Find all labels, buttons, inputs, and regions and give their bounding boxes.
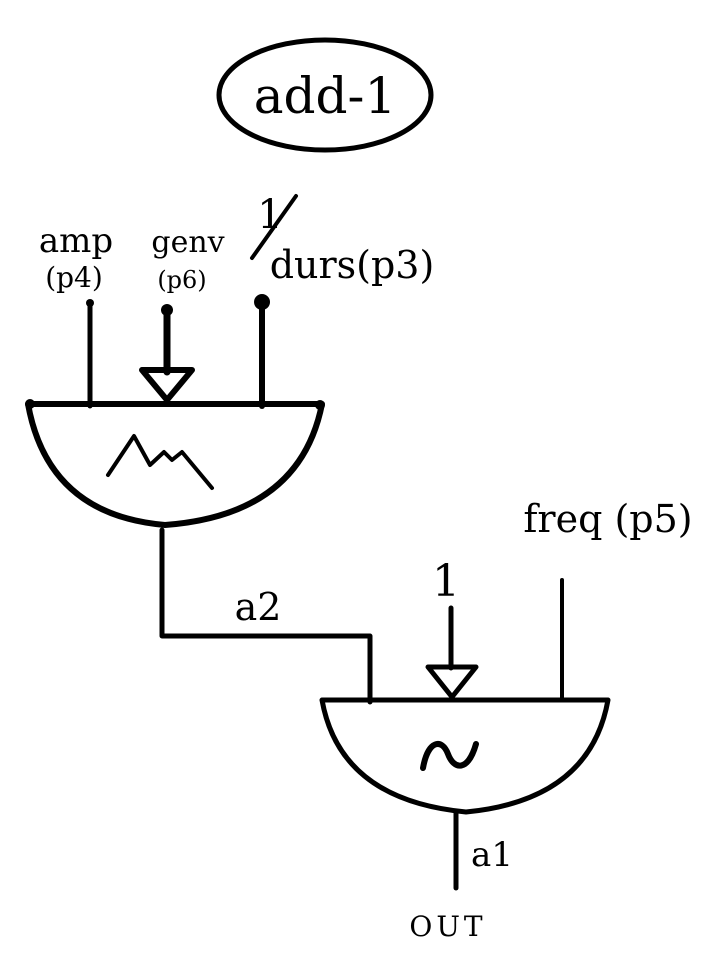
oscillator-unit-body	[319, 697, 611, 815]
output-label: OUT	[409, 910, 486, 943]
freq-label: freq (p5)	[523, 497, 692, 541]
amp-label: amp (p4)	[39, 221, 113, 294]
genv-input	[139, 304, 195, 403]
osc-function-label: 1	[432, 556, 460, 607]
genv-label: genv (p6)	[151, 225, 224, 294]
a2-signal-wire	[159, 527, 373, 705]
oscillator	[319, 697, 611, 815]
envelope-generator	[25, 399, 325, 528]
envelope-unit-body	[25, 401, 325, 528]
envelope-shape-icon	[106, 434, 214, 490]
envelope-unit-right-corner	[315, 400, 325, 410]
durs-label: 1 durs(p3)	[250, 192, 435, 287]
durs-fraction-slash	[250, 194, 298, 260]
title-badge: add-1	[216, 37, 434, 153]
amp-param: (p4)	[45, 261, 103, 294]
genv-name: genv	[151, 225, 224, 260]
envelope-unit-left-corner	[25, 399, 35, 409]
title-text: add-1	[254, 67, 397, 125]
arrow-icon	[425, 664, 479, 700]
amp-input-dot	[86, 299, 94, 307]
amp-name: amp	[39, 221, 113, 261]
genv-param: (p6)	[157, 266, 206, 294]
title-oval	[216, 37, 434, 153]
durs-input	[254, 294, 270, 409]
durs-name: durs(p3)	[270, 243, 435, 287]
sine-wave-icon	[420, 741, 479, 771]
a2-label: a2	[235, 585, 282, 629]
arrow-icon	[139, 367, 195, 403]
a1-label: a1	[471, 835, 513, 875]
